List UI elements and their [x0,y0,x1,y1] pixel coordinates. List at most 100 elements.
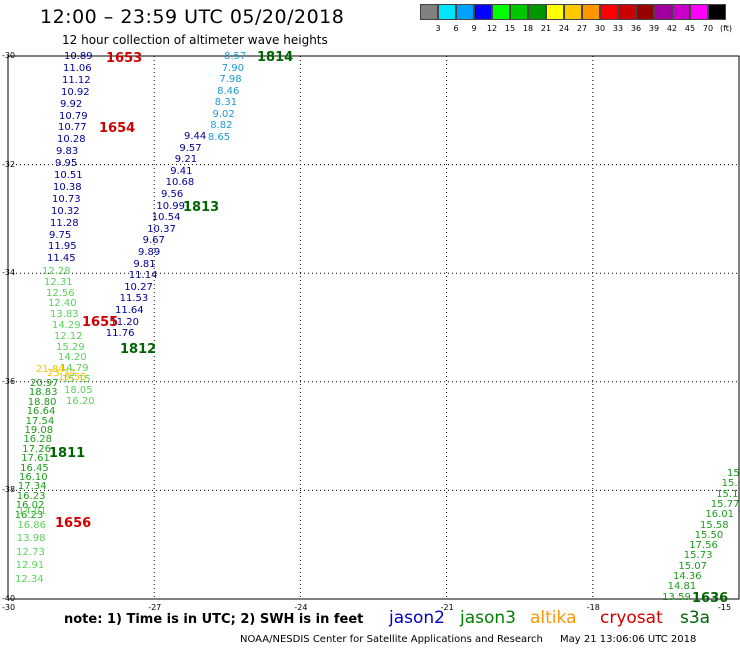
wave-height-value: 11.14 [128,270,158,282]
colorbar-swatch [546,4,564,20]
pass-time-label: 1813 [183,200,220,215]
longitude-label: -15 [718,603,732,612]
wave-height-value: 9.57 [179,142,202,154]
wave-height-value: 17.26 [22,443,51,455]
wave-height-value: 15. [721,478,738,490]
wave-height-value: 16.10 [19,472,48,483]
wave-height-value: 11.53 [119,293,149,305]
colorbar-tick-label: 3 [435,24,441,33]
wave-height-value: 17.34 [17,481,47,493]
colorbar-swatch [420,4,438,20]
colorbar-swatch [636,4,654,20]
wave-height-value: 13.59 [662,591,691,603]
legend-s3a: s3a [680,608,711,628]
wave-height-value: 12.91 [15,560,45,572]
wave-height-value: 18.83 [28,387,58,399]
wave-height-value: 15.1 [716,488,739,500]
colorbar-tick-label: 21 [540,24,552,33]
longitude-label: -27 [148,603,162,612]
wave-height-value: 9.56 [161,189,184,200]
wave-height-value: 14.20 [58,352,87,364]
wave-height-value: 12.12 [54,330,83,342]
colorbar-swatch [528,4,546,20]
legend-jason2: jason2 [389,608,445,628]
wave-height-value: 9.41 [170,165,193,177]
colorbar-swatch [564,4,582,20]
wave-height-value: 11.95 [48,241,77,253]
wave-height-value: 13.83 [50,309,79,321]
colorbar-tick-label: 42 [666,24,678,33]
wave-height-value: 14.81 [667,581,697,593]
wave-height-value: 10.68 [165,177,195,189]
colorbar-swatch [438,4,456,20]
wave-height-value: 16.20 [66,395,95,407]
wave-height-value: 11.76 [105,328,135,340]
pass-time-label: 1654 [99,121,136,136]
wave-height-value: 10.54 [151,212,181,224]
colorbar-swatch [690,4,708,20]
colorbar-tick-label: 27 [576,24,588,33]
wave-height-value: 10.77 [58,122,87,134]
wave-height-value: 7.90 [221,62,244,74]
wave-height-value: 8.65 [207,131,231,143]
wave-height-value: 11.06 [63,62,92,74]
latitude-label: -34 [2,268,16,278]
wave-height-value: 12.28 [42,266,71,277]
colorbar-swatch [492,4,510,20]
wave-height-value: 10.38 [53,181,82,193]
colorbar-tick-label: 18 [522,24,534,33]
colorbar-swatch [672,4,690,20]
wave-height-value: 17.56 [689,540,718,552]
wave-height-value: 17.54 [25,415,55,427]
wave-height-value: 20.97 [30,378,59,389]
pass-time-label: 1814 [257,50,294,65]
map-note: note: 1) Time is in UTC; 2) SWH is in fe… [64,612,364,627]
wave-height-value: 12.34 [15,574,44,585]
wave-height-value: 16.28 [23,434,53,446]
wave-height-value: 9.81 [133,258,156,270]
wave-height-value: 19.08 [24,425,54,436]
longitude-label: -18 [586,603,600,612]
colorbar-swatch [510,4,528,20]
legend-jason3: jason3 [460,608,516,628]
longitude-label: -30 [2,603,16,612]
wave-height-value: 10.73 [52,193,81,205]
wave-height-value: 10.28 [57,134,86,146]
colorbar-swatch [582,4,600,20]
wave-height-value: 14.29 [52,320,81,331]
pass-time-label: 1812 [120,342,157,357]
wave-height-value: 15.07 [678,560,708,572]
colorbar-tick-label: 70 [702,24,714,33]
wave-height-value: 8.31 [214,97,238,108]
wave-height-value: 14.79 [60,363,89,375]
wave-height-value: 9.21 [174,154,198,166]
colorbar-unit: (ft) [720,24,733,33]
wave-height-value: 10.79 [59,110,88,122]
wave-height-value: 9.89 [138,247,161,258]
wave-height-value: 10.92 [61,86,90,98]
latitude-label: -38 [2,485,16,495]
wave-height-value: 12.31 [44,276,73,288]
wave-height-value: 16.23 [14,509,44,521]
credit-timestamp: May 21 13:06:06 UTC 2018 [560,634,697,645]
wave-height-value: 11.45 [47,253,76,265]
wave-height-value: 11.28 [50,217,79,229]
colorbar-tick-label: 6 [453,24,459,33]
wave-height-value: 10.37 [147,223,176,235]
colorbar-tick-label: 36 [630,24,642,33]
wave-height-value: 10.51 [54,170,83,181]
colorbar-tick-label: 30 [594,24,606,33]
pass-time-label: 1656 [55,516,92,531]
wave-height-value: 19.55 [58,372,87,383]
wave-height-value: 12.73 [16,546,45,558]
wave-height-value: 14.01 [18,506,47,517]
map-subtitle: 12 hour collection of altimeter wave hei… [62,33,328,47]
wave-height-value: 10.27 [124,281,153,293]
wave-height-value: 15. [727,468,740,479]
colorbar-swatch [618,4,636,20]
longitude-label: -21 [440,603,454,612]
colorbar-tick-label: 12 [486,24,498,33]
wave-height-value: 16.86 [17,519,47,531]
map-frame [7,55,740,600]
